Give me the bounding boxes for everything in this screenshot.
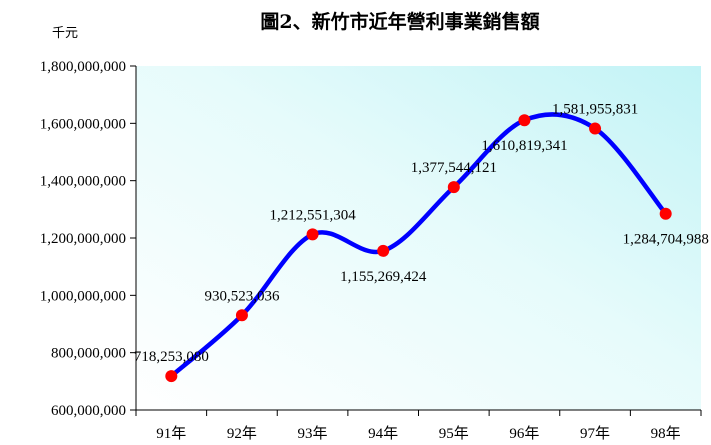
data-point-marker <box>589 122 602 135</box>
y-tick-label: 800,000,000 <box>51 346 126 362</box>
data-label: 1,610,819,341 <box>481 138 567 154</box>
data-label: 1,377,544,121 <box>411 160 497 176</box>
data-label: 718,253,080 <box>134 349 209 365</box>
plot-area <box>136 66 701 410</box>
data-point-marker <box>165 370 178 383</box>
data-point-marker <box>518 114 531 127</box>
y-tick-label: 1,400,000,000 <box>40 174 126 190</box>
x-tick-label: 98年 <box>651 425 681 442</box>
data-label: 1,284,704,988 <box>623 232 709 248</box>
data-point-marker <box>447 181 460 194</box>
data-point-marker <box>659 207 672 220</box>
x-tick-label: 92年 <box>227 425 257 442</box>
data-label: 930,523,036 <box>204 288 280 304</box>
unit-label: 千元 <box>52 26 78 41</box>
x-tick-label: 95年 <box>439 425 469 442</box>
y-tick-label: 1,200,000,000 <box>40 231 126 247</box>
data-points <box>165 114 672 383</box>
x-axis-ticks: 91年 92年 93年 94年 95年 96年 97年 98年 <box>135 410 702 442</box>
x-tick-label: 93年 <box>298 425 328 442</box>
x-tick-label: 96年 <box>509 425 539 442</box>
x-tick-label: 97年 <box>580 425 610 442</box>
data-point-marker <box>235 309 248 322</box>
chart-title: 圖2、新竹市近年營利事業銷售額 <box>260 10 539 33</box>
data-label: 1,155,269,424 <box>340 269 427 285</box>
y-tick-label: 1,000,000,000 <box>40 288 126 304</box>
data-point-marker <box>377 244 390 257</box>
data-label: 1,212,551,304 <box>269 207 356 223</box>
y-tick-label: 1,600,000,000 <box>40 116 126 132</box>
data-point-marker <box>306 228 319 241</box>
y-axis-ticks: 600,000,000 800,000,000 1,000,000,000 1,200… <box>40 59 136 419</box>
data-labels: 718,253,080 930,523,036 1,212,551,304 1,155… <box>134 102 709 366</box>
data-label: 1,581,955,831 <box>552 102 638 118</box>
y-tick-label: 1,800,000,000 <box>40 59 126 75</box>
x-tick-label: 91年 <box>156 425 186 442</box>
y-tick-label: 600,000,000 <box>51 403 126 419</box>
x-tick-label: 94年 <box>368 425 398 442</box>
